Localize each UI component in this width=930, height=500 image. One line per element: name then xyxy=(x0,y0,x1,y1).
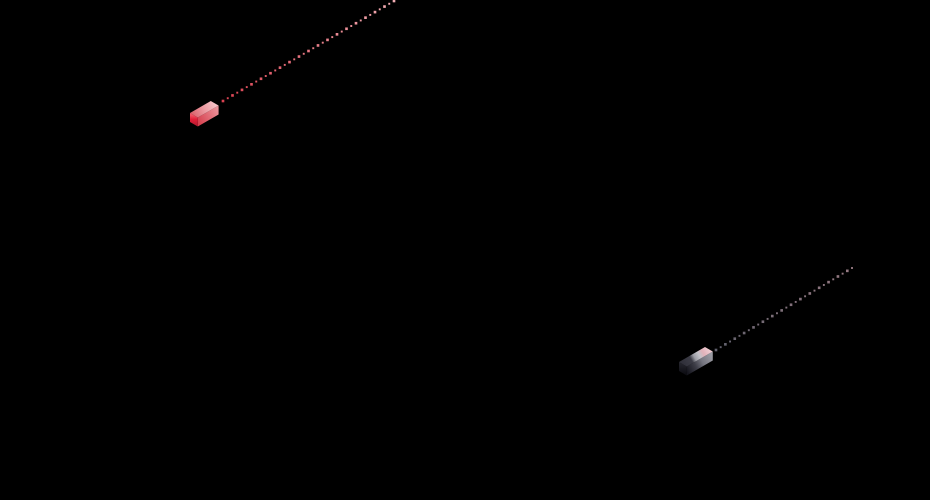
trail-dot xyxy=(813,289,816,292)
trail-dot xyxy=(369,13,372,16)
trail-dot xyxy=(283,63,286,66)
trail-dot xyxy=(724,343,727,346)
trail-dot xyxy=(714,348,718,352)
trail-dot xyxy=(742,331,746,335)
trail-dot xyxy=(255,80,258,83)
trail-dot xyxy=(719,346,722,349)
trail-dot xyxy=(378,8,381,11)
trail-dot xyxy=(278,66,282,69)
gray-vehicle-side-face xyxy=(686,351,713,376)
trail-dot xyxy=(288,60,291,64)
trail-dot xyxy=(836,275,840,278)
trail-dot xyxy=(776,312,778,315)
trail-dot xyxy=(226,97,229,100)
gray-vehicle-top-face xyxy=(679,347,713,367)
trail-dot xyxy=(752,326,755,329)
trail-dot xyxy=(804,295,807,298)
trail-dot xyxy=(388,2,391,5)
trail-dot xyxy=(231,94,234,97)
trail-dot xyxy=(794,300,797,303)
trail-dot xyxy=(799,297,802,301)
trail-dot xyxy=(789,303,793,307)
trail-dot xyxy=(392,0,396,3)
trail-dot xyxy=(240,88,244,92)
trail-dot xyxy=(326,38,329,42)
trail-dot xyxy=(373,10,377,14)
trails-layer xyxy=(221,0,853,352)
red-vehicle-side-face xyxy=(197,105,219,127)
trail-dot xyxy=(845,269,849,273)
trail-dot xyxy=(293,58,296,61)
trail-dot xyxy=(321,41,324,44)
trail-dot xyxy=(747,329,750,332)
trail-dot xyxy=(817,286,821,290)
trail-dot xyxy=(245,86,248,89)
trail-dot xyxy=(250,83,253,86)
trail-dot xyxy=(729,340,732,343)
trail-dot xyxy=(733,337,737,341)
vehicles-layer xyxy=(190,101,713,376)
red-vehicle-trail xyxy=(221,0,396,103)
trail-dot xyxy=(841,272,844,275)
trail-dot xyxy=(757,323,760,326)
trail-dot xyxy=(236,91,239,94)
trail-dot xyxy=(345,27,348,31)
trail-dot xyxy=(822,284,825,286)
trail-dot xyxy=(766,317,769,320)
trail-dot xyxy=(264,75,267,77)
trail-dot xyxy=(221,99,225,103)
trail-dot xyxy=(269,71,272,75)
red-vehicle xyxy=(190,101,219,127)
gray-vehicle-trail xyxy=(714,267,853,352)
gray-vehicle xyxy=(679,347,713,376)
trail-dot xyxy=(738,334,741,337)
trail-dot xyxy=(808,292,812,295)
trail-dot xyxy=(316,44,320,47)
trail-dot xyxy=(335,33,339,36)
trail-dot xyxy=(312,47,315,50)
trail-dot xyxy=(340,30,343,33)
trail-dot xyxy=(827,280,830,284)
trail-dot xyxy=(364,16,367,19)
trail-dot xyxy=(259,77,263,81)
trail-dot xyxy=(832,278,835,281)
trail-dot xyxy=(851,267,853,269)
trail-dot xyxy=(785,306,788,309)
trail-dot xyxy=(383,5,386,8)
trail-dot xyxy=(761,320,765,324)
trail-dot xyxy=(770,314,774,318)
red-vehicle-top-face xyxy=(190,101,219,118)
red-vehicle-front-face xyxy=(190,113,198,127)
trail-dot xyxy=(350,25,353,27)
trail-dot xyxy=(307,49,310,53)
gray-vehicle-front-face xyxy=(679,362,687,376)
trail-dot xyxy=(359,19,362,22)
trail-dot xyxy=(331,36,334,39)
trail-dot xyxy=(780,309,783,312)
trail-dot xyxy=(302,52,305,55)
trail-dot xyxy=(274,69,277,72)
trail-dot xyxy=(297,55,301,58)
trail-dot xyxy=(354,21,358,25)
